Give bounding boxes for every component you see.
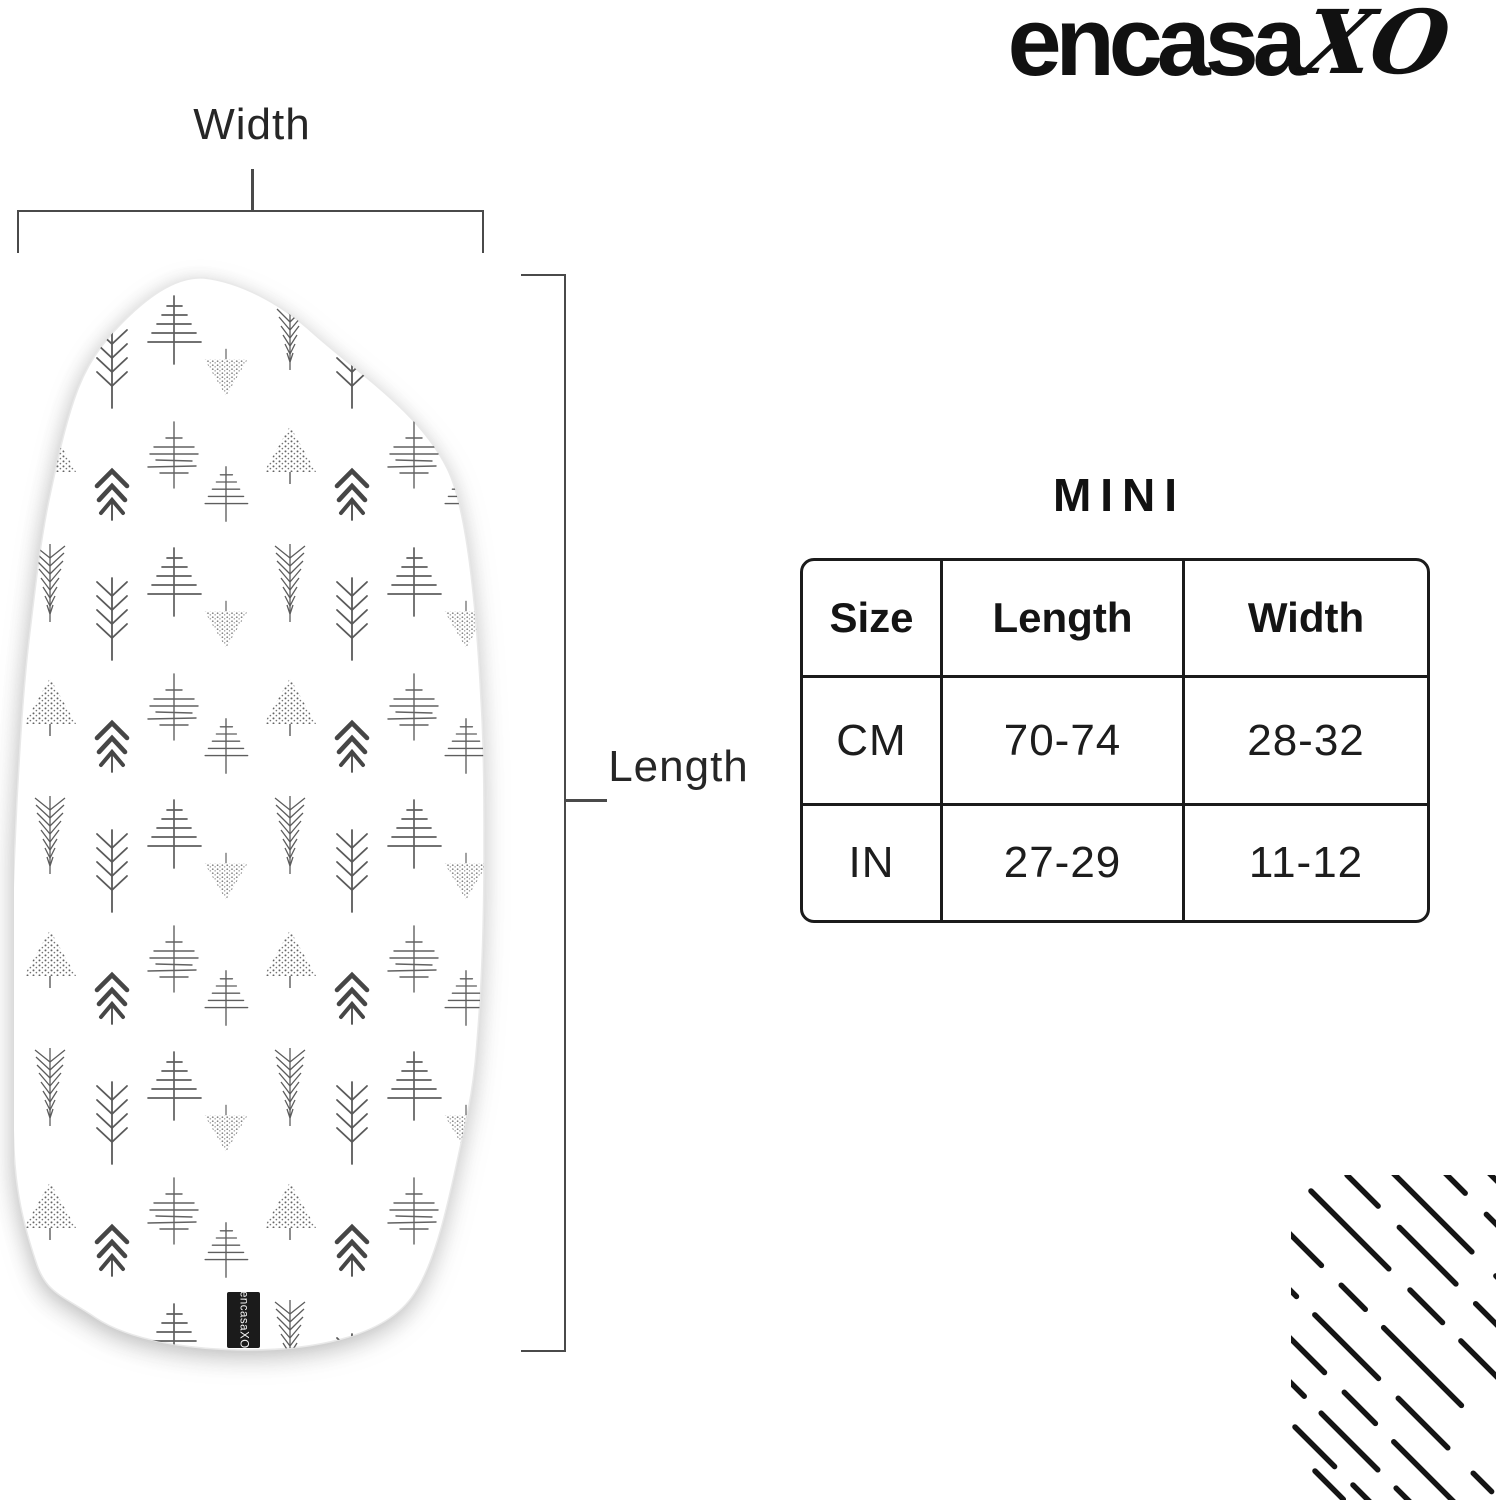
table-cell-unit-cm: CM xyxy=(803,678,943,806)
board-shape xyxy=(14,277,485,1351)
width-pointer-line xyxy=(251,169,254,210)
length-label: Length xyxy=(608,742,749,791)
length-bracket-line xyxy=(521,274,566,1352)
width-label: Width xyxy=(193,100,311,149)
table-header-length: Length xyxy=(943,561,1185,678)
table-cell-length-in: 27-29 xyxy=(943,806,1185,920)
table-cell-width-in: 11-12 xyxy=(1248,838,1364,887)
size-chart-table: Size Length Width CM 70-74 28-32 IN 27-2… xyxy=(800,558,1430,923)
brand-logo-suffix: XO xyxy=(1295,0,1458,94)
table-cell-unit-in: IN xyxy=(803,806,943,920)
width-bracket-line xyxy=(17,210,484,253)
diagonal-dashes-decoration xyxy=(1291,1175,1496,1500)
brand-logo: encasa XO xyxy=(1007,0,1458,96)
table-cell-width-cm: 28-32 xyxy=(1185,678,1427,806)
table-header-width: Width xyxy=(1185,561,1427,678)
table-header-size: Size xyxy=(803,561,943,678)
length-pointer-line xyxy=(564,799,607,802)
table-cell-length-cm: 70-74 xyxy=(943,678,1185,806)
board-brand-tag: encasaXO xyxy=(227,1291,260,1349)
size-chart-title: MINI xyxy=(1052,469,1187,521)
brand-logo-text: encasa xyxy=(1007,0,1307,96)
ironing-board-cover-image xyxy=(14,277,485,1351)
